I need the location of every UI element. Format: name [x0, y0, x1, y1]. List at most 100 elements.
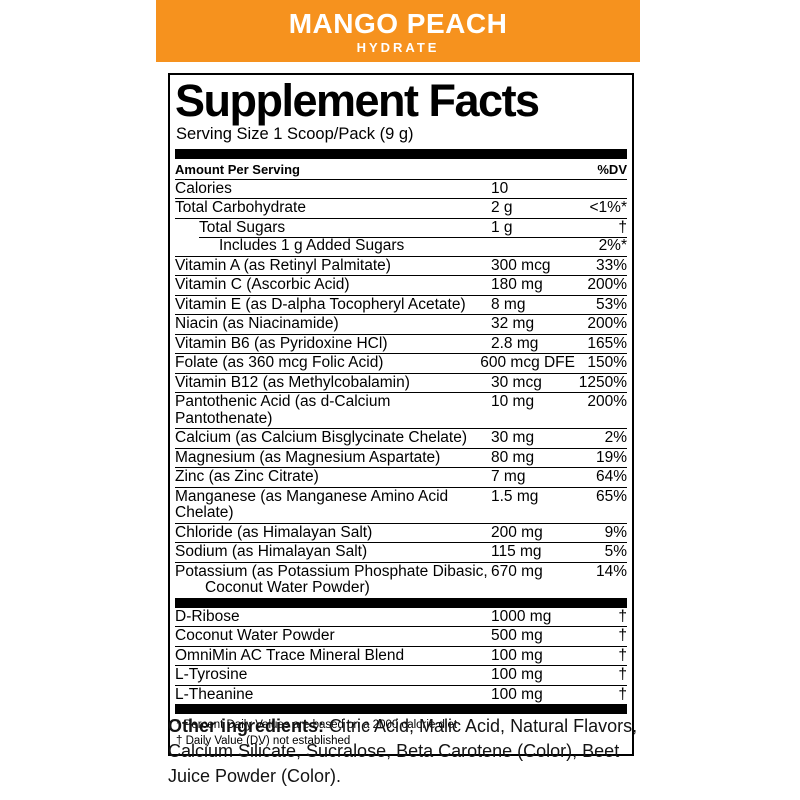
nutrient-amount: 100 mg [491, 666, 543, 684]
table-row: Vitamin C (Ascorbic Acid) 180 mg 200% [175, 275, 627, 295]
nutrient-amount: 500 mg [491, 627, 543, 645]
nutrient-name: L-Theanine [175, 685, 254, 703]
nutrient-amount: 300 mcg [491, 256, 551, 274]
table-row: Magnesium (as Magnesium Aspartate) 80 mg… [175, 447, 627, 468]
nutrient-dv: † [618, 607, 627, 625]
nutrient-dv: † [618, 685, 627, 703]
nutrient-name: Vitamin C (Ascorbic Acid) [175, 276, 350, 294]
nutrient-name: Zinc (as Zinc Citrate) [175, 468, 319, 486]
nutrient-amount: 7 mg [491, 468, 526, 486]
divider-bar-bottom [175, 704, 627, 715]
nutrient-amount: 1000 mg [491, 607, 552, 625]
nutrient-amount: 32 mg [491, 315, 535, 333]
nutrient-amount: 10 mg [491, 393, 535, 411]
nutrient-amount: 200 mg [491, 523, 543, 541]
nutrient-name: Coconut Water Powder [175, 627, 335, 645]
flavor-name: MANGO PEACH [288, 8, 508, 39]
nutrient-name: Vitamin E (as D-alpha Tocopheryl Acetate… [175, 295, 466, 313]
table-row: Calories 10 [175, 180, 627, 199]
table-row: Potassium (as Potassium Phosphate Dibasi… [175, 561, 627, 598]
table-row: Vitamin E (as D-alpha Tocopheryl Acetate… [175, 294, 627, 315]
product-line-name: HYDRATE [356, 40, 440, 56]
nutrient-name: Niacin (as Niacinamide) [175, 315, 339, 333]
flavor-banner: MANGO PEACH HYDRATE [156, 0, 640, 62]
nutrient-dv: 200% [587, 315, 627, 333]
nutrient-name: Calories [175, 179, 232, 197]
footnote-dagger: † Daily Value (DV) not established [176, 735, 351, 748]
nutrient-dv: 1250% [578, 373, 627, 391]
table-row: Pantothenic Acid (as d-Calcium Pantothen… [175, 392, 627, 428]
nutrient-amount: 115 mg [491, 543, 542, 561]
table-row: Coconut Water Powder 500 mg † [175, 626, 627, 646]
table-row: L-Theanine 100 mg † [175, 684, 627, 705]
nutrient-name: Sodium (as Himalayan Salt) [175, 543, 368, 561]
nutrient-name: D-Ribose [175, 607, 240, 625]
nutrient-name: Total Carbohydrate [175, 199, 306, 217]
nutrient-amount: 670 mg [491, 562, 543, 580]
nutrient-dv: 14% [595, 562, 627, 580]
nutrient-dv: 33% [595, 256, 627, 274]
table-row: Total Sugars 1 g † [175, 217, 627, 238]
nutrient-dv: 19% [595, 448, 627, 466]
nutrient-name: Manganese (as Manganese Amino Acid Chela… [175, 487, 449, 522]
table-row: OmniMin AC Trace Mineral Blend 100 mg † [175, 645, 627, 666]
other-ingredients: Other ingredients: Citric Acid, Malic Ac… [168, 714, 644, 789]
nutrient-name: Vitamin A (as Retinyl Palmitate) [175, 256, 391, 274]
nutrient-dv: 65% [595, 487, 627, 505]
blend-section: D-Ribose 1000 mg † Coconut Water Powder … [175, 608, 627, 705]
nutrient-dv: 53% [595, 295, 627, 313]
nutrient-name: L-Tyrosine [175, 666, 248, 684]
nutrient-dv: † [618, 666, 627, 684]
nutrient-dv: 200% [587, 276, 627, 294]
amount-per-serving-header: Amount Per Serving [175, 161, 300, 177]
nutrients-section: Calories 10 Total Carbohydrate 2 g <1%* … [175, 180, 627, 598]
nutrient-amount: 10 [491, 179, 509, 197]
table-row: Manganese (as Manganese Amino Acid Chela… [175, 486, 627, 523]
nutrient-name: Chloride (as Himalayan Salt) [175, 523, 373, 541]
table-row: Zinc (as Zinc Citrate) 7 mg 64% [175, 467, 627, 487]
table-row: L-Tyrosine 100 mg † [175, 665, 627, 685]
dv-header: %DV [597, 161, 627, 177]
other-ingredients-text: Citric Acid, Malic Acid, Natural Flavors… [168, 716, 638, 786]
nutrient-dv: 150% [587, 354, 627, 372]
table-row: D-Ribose 1000 mg † [175, 608, 627, 627]
table-row: Niacin (as Niacinamide) 32 mg 200% [175, 314, 627, 334]
nutrient-dv: 2%* [598, 237, 627, 255]
column-header-row: Amount Per Serving %DV [175, 159, 627, 180]
nutrient-dv: 64% [595, 468, 627, 486]
nutrient-name: Vitamin B6 (as Pyridoxine HCl) [175, 334, 388, 352]
table-row: Total Carbohydrate 2 g <1%* [175, 198, 627, 218]
nutrient-name: Includes 1 g Added Sugars [219, 237, 405, 255]
nutrient-name: Magnesium (as Magnesium Aspartate) [175, 448, 441, 466]
nutrient-amount: 2.8 mg [491, 334, 539, 352]
nutrient-name: Calcium (as Calcium Bisglycinate Chelate… [175, 429, 468, 447]
nutrient-dv: <1%* [589, 199, 628, 217]
nutrient-amount: 2 g [491, 199, 513, 217]
nutrient-amount: 8 mg [491, 295, 526, 313]
nutrient-name: Vitamin B12 (as Methylcobalamin) [175, 373, 410, 391]
other-ingredients-label: Other ingredients: [168, 716, 325, 736]
nutrient-amount: 100 mg [491, 646, 543, 664]
nutrient-name: OmniMin AC Trace Mineral Blend [175, 646, 405, 664]
serving-size: Serving Size 1 Scoop/Pack (9 g) [176, 124, 414, 143]
panel-title: Supplement Facts [175, 75, 540, 126]
table-row: Vitamin B12 (as Methylcobalamin) 30 mcg … [175, 372, 627, 393]
nutrient-amount: 30 mg [491, 429, 535, 447]
table-row: Vitamin A (as Retinyl Palmitate) 300 mcg… [175, 255, 627, 276]
nutrient-amount: 600 mcg DFE [480, 354, 575, 372]
nutrient-amount: 100 mg [491, 685, 543, 703]
nutrient-dv: † [618, 627, 627, 645]
nutrient-name: Total Sugars [199, 218, 286, 236]
nutrient-dv: 200% [587, 393, 627, 411]
nutrient-dv: 5% [604, 543, 627, 561]
nutrient-dv: † [618, 646, 627, 664]
nutrient-name: Pantothenic Acid (as d-Calcium Pantothen… [175, 393, 391, 427]
nutrient-amount: 30 mcg [491, 373, 542, 391]
nutrient-name: Potassium (as Potassium Phosphate Dibasi… [175, 563, 491, 597]
table-row: Includes 1 g Added Sugars 2%* [175, 237, 627, 256]
supplement-facts-panel: Supplement Facts Serving Size 1 Scoop/Pa… [168, 73, 634, 756]
nutrient-dv: † [618, 218, 627, 236]
nutrient-amount: 1.5 mg [491, 487, 539, 505]
divider-bar-middle [175, 597, 627, 608]
table-row: Vitamin B6 (as Pyridoxine HCl) 2.8 mg 16… [175, 333, 627, 354]
